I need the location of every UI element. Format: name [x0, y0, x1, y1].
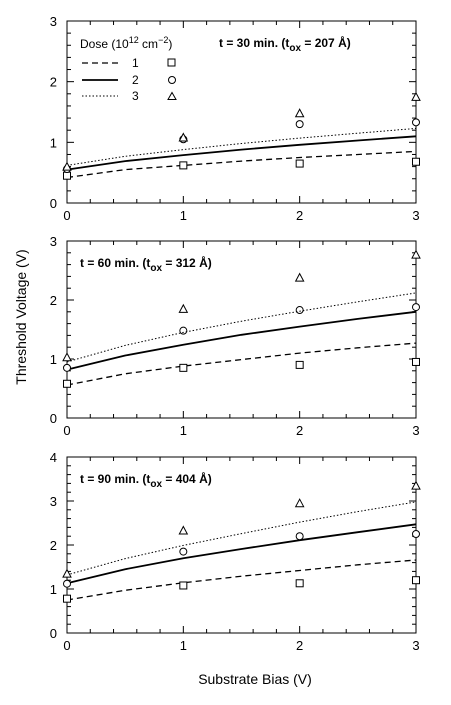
x-tick-label: 3 [412, 208, 419, 223]
series-line-dose-3 [66, 501, 417, 576]
x-tick-label: 2 [296, 208, 303, 223]
data-point-dose-1 [295, 579, 304, 588]
series-line-dose-2 [66, 135, 417, 171]
series-line-dose-2 [66, 310, 417, 371]
legend-triangle-marker [167, 91, 177, 100]
data-point-dose-1 [295, 360, 304, 369]
x-tick-label: 3 [412, 638, 419, 653]
data-point-dose-3 [411, 480, 421, 490]
data-point-dose-2 [179, 547, 188, 556]
legend: Dose (1012 cm−2) 1 2 3 [80, 35, 177, 103]
x-tick-label: 0 [63, 208, 70, 223]
data-point-dose-1 [63, 171, 71, 180]
legend-label-dose-2: 2 [132, 73, 139, 87]
series-line-dose-1 [66, 559, 417, 601]
y-tick-label: 4 [50, 450, 57, 465]
data-point-dose-2 [412, 303, 420, 312]
data-point-dose-1 [412, 157, 420, 166]
y-tick-label: 0 [50, 411, 57, 426]
data-point-dose-2 [295, 120, 304, 129]
panel-1: 0 1 2 3 0 1 2 3 t = 30 min. (tox = 207 Å) [50, 14, 421, 223]
data-point-dose-2 [63, 579, 71, 588]
x-axis-label: Substrate Bias (V) [198, 671, 312, 687]
x-tick-label: 0 [63, 638, 70, 653]
data-point-dose-1 [179, 581, 188, 590]
y-tick-label: 1 [50, 135, 57, 150]
y-tick-label: 3 [50, 494, 57, 509]
data-point-dose-3 [178, 525, 189, 535]
y-tick-label: 1 [50, 582, 57, 597]
data-point-dose-2 [63, 363, 71, 372]
data-point-dose-1 [179, 363, 188, 372]
data-point-dose-1 [412, 576, 420, 585]
data-point-dose-3 [178, 303, 189, 313]
legend-square-marker [167, 58, 176, 67]
series-line-dose-2 [66, 523, 417, 585]
series-line-dose-1 [66, 342, 417, 386]
series-line-dose-1 [66, 150, 417, 179]
data-point-dose-1 [63, 379, 71, 388]
data-point-dose-1 [179, 161, 188, 170]
plot-frame [66, 240, 417, 419]
data-point-dose-3 [411, 249, 421, 259]
data-point-dose-2 [412, 118, 420, 127]
panel-title: t = 60 min. (tox = 312 Å) [80, 255, 212, 274]
legend-title: Dose (1012 cm−2) [80, 35, 172, 51]
panel-3: 0 1 2 3 0 1 2 3 4 t = 90 min. (tox = 404 Å) [50, 450, 421, 653]
x-tick-label: 1 [180, 638, 187, 653]
data-point-dose-3 [62, 352, 72, 362]
y-tick-label: 3 [50, 234, 57, 249]
data-point-dose-3 [178, 132, 189, 142]
legend-circle-marker [168, 76, 176, 84]
data-point-dose-2 [179, 326, 188, 335]
x-tick-label: 2 [296, 638, 303, 653]
panel-2: 0 1 2 3 0 1 2 3 t = 60 min. (tox = 312 Å) [50, 234, 421, 438]
x-tick-label: 2 [296, 423, 303, 438]
data-point-dose-3 [62, 568, 72, 578]
x-tick-label: 1 [180, 208, 187, 223]
data-point-dose-1 [63, 594, 71, 603]
data-point-dose-2 [412, 530, 420, 538]
plot-frame [66, 20, 417, 204]
y-tick-label: 0 [50, 196, 57, 211]
data-point-dose-3 [411, 91, 421, 101]
series-line-dose-3 [66, 292, 417, 363]
data-point-dose-1 [295, 159, 304, 168]
legend-label-dose-1: 1 [132, 56, 139, 70]
y-tick-label: 3 [50, 14, 57, 29]
x-tick-label: 1 [180, 423, 187, 438]
y-tick-label: 0 [50, 626, 57, 641]
y-axis-label: Threshold Voltage (V) [13, 249, 29, 384]
legend-label-dose-3: 3 [132, 89, 139, 103]
y-tick-label: 2 [50, 293, 57, 308]
y-tick-label: 1 [50, 352, 57, 367]
data-point-dose-2 [295, 306, 304, 315]
data-point-dose-3 [294, 498, 305, 508]
data-point-dose-1 [412, 357, 420, 366]
panel-title: t = 90 min. (tox = 404 Å) [80, 471, 212, 490]
panel-title: t = 30 min. (tox = 207 Å) [219, 35, 351, 54]
y-tick-label: 2 [50, 75, 57, 90]
data-point-dose-3 [62, 161, 72, 171]
series-line-dose-3 [66, 127, 417, 166]
data-point-dose-3 [294, 108, 305, 118]
data-point-dose-2 [295, 532, 304, 541]
data-point-dose-3 [294, 272, 305, 282]
x-tick-label: 0 [63, 423, 70, 438]
y-tick-label: 2 [50, 538, 57, 553]
x-tick-label: 3 [412, 423, 419, 438]
